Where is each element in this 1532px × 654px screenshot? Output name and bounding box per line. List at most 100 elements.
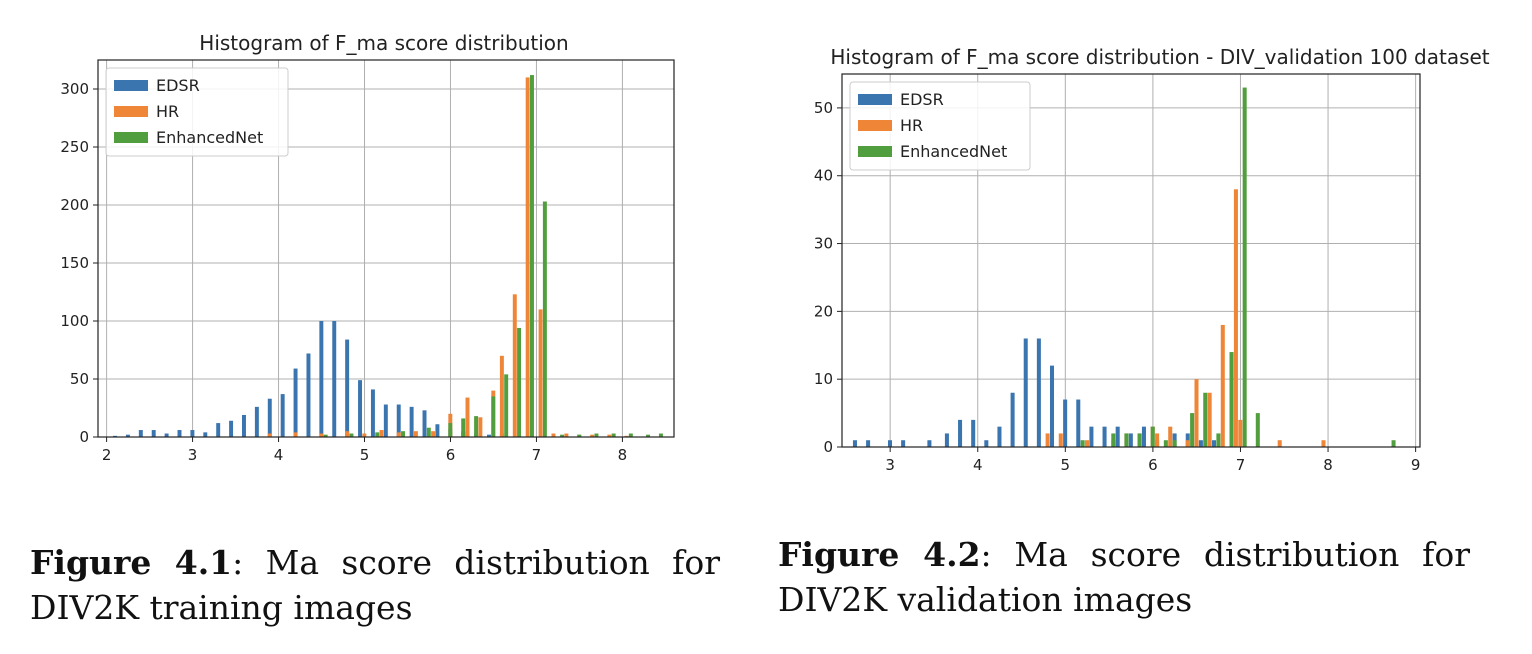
bar-edsr (242, 414, 246, 437)
y-tick-label: 50 (814, 99, 833, 117)
bar-edsr (901, 440, 906, 447)
x-tick-label: 5 (360, 446, 370, 464)
caption-figure-4-1-label: Figure 4.1 (30, 543, 233, 582)
y-tick-label: 0 (823, 438, 833, 456)
bar-edsr (866, 440, 871, 447)
bar-hr (413, 431, 418, 437)
x-tick-label: 2 (102, 446, 112, 464)
caption-figure-4-1-text: : Ma score distribution for DIV2K traini… (30, 543, 720, 627)
bar-hr (1207, 392, 1212, 447)
bar-hr (1220, 324, 1225, 447)
bar-enhancednet (517, 327, 522, 437)
bar-edsr (1023, 338, 1028, 447)
bar-edsr (151, 430, 156, 437)
bar-enhancednet (1137, 433, 1142, 447)
y-tick-label: 0 (79, 428, 89, 446)
legend: EDSR HR EnhancedNet (849, 81, 1031, 171)
bar-edsr (1115, 426, 1120, 447)
bar-hr (1321, 440, 1326, 447)
y-tick-label: 10 (814, 370, 833, 388)
bar-edsr (267, 398, 272, 437)
bar-hr (345, 431, 350, 437)
bar-hr (564, 433, 569, 437)
y-tick-label: 20 (814, 302, 833, 320)
x-tick-label: 3 (188, 446, 198, 464)
x-tick-label: 4 (973, 456, 983, 474)
legend-box (105, 67, 289, 157)
bar-hr (1058, 433, 1063, 447)
legend-swatch-enhancednet (858, 146, 892, 157)
legend-label-edsr: EDSR (900, 90, 944, 109)
bar-hr (1085, 440, 1090, 447)
bar-edsr (958, 419, 963, 447)
bar-hr (267, 433, 272, 437)
bar-hr (551, 433, 556, 437)
bar-edsr (177, 430, 182, 437)
x-tick-label: 7 (1236, 456, 1246, 474)
bar-hr (499, 355, 504, 437)
bar-edsr (293, 368, 298, 437)
histogram-training: Histogram of F_ma score distribution 2 3 4 5… (60, 31, 675, 464)
bar-enhancednet (577, 434, 582, 437)
legend: EDSR HR EnhancedNet (105, 67, 289, 157)
bar-enhancednet (474, 416, 479, 437)
bar-hr (538, 309, 543, 437)
caption-figure-4-2-label: Figure 4.2 (778, 535, 981, 574)
bar-edsr (229, 420, 234, 437)
bar-edsr (887, 440, 893, 447)
bar-hr (478, 417, 483, 437)
bar-edsr (1036, 338, 1041, 447)
bar-hr (1194, 379, 1199, 447)
bar-enhancednet (1203, 392, 1208, 447)
bar-edsr (487, 434, 491, 437)
bar-edsr (396, 404, 401, 437)
y-tick-label: 30 (814, 235, 833, 253)
caption-figure-4-2: Figure 4.2: Ma score distribution for DI… (778, 532, 1470, 622)
bar-enhancednet (1172, 440, 1177, 447)
bar-edsr (1128, 433, 1133, 447)
bar-edsr (944, 433, 949, 447)
bar-hr (293, 432, 298, 437)
bar-hr (1238, 419, 1243, 447)
bar-edsr (1089, 426, 1094, 447)
bar-enhancednet (461, 418, 466, 437)
bar-enhancednet (560, 434, 565, 437)
bar-hr (1045, 433, 1050, 447)
bar-hr (1277, 440, 1282, 447)
bar-hr (590, 434, 595, 437)
bar-enhancednet (349, 433, 354, 437)
bar-enhancednet (1391, 440, 1396, 447)
y-tick-label: 40 (814, 167, 833, 185)
caption-figure-4-2-text: : Ma score distribution for DIV2K valida… (778, 535, 1470, 619)
bar-edsr (435, 424, 440, 437)
y-tick-label: 200 (60, 196, 89, 214)
bar-hr (607, 434, 612, 437)
chart-title: Histogram of F_ma score distribution (199, 31, 568, 55)
y-tick-label: 50 (70, 370, 89, 388)
bar-edsr (319, 321, 324, 437)
bar-enhancednet (1163, 440, 1168, 447)
bar-hr (362, 433, 367, 437)
x-tick-label: 8 (1323, 456, 1333, 474)
legend-label-hr: HR (156, 102, 179, 121)
x-tick-label: 6 (446, 446, 456, 464)
chart-title: Histogram of F_ma score distribution - D… (830, 45, 1489, 69)
bar-edsr (852, 440, 857, 447)
bar-hr (1155, 433, 1160, 447)
bar-enhancednet (646, 434, 651, 437)
bar-edsr (1198, 440, 1203, 447)
bar-edsr (1010, 392, 1015, 447)
bar-hr (525, 77, 530, 438)
x-tick-label: 3 (885, 456, 895, 474)
bar-edsr (1076, 399, 1081, 447)
bar-enhancednet (491, 396, 496, 437)
x-tick-label: 4 (274, 446, 284, 464)
x-tick-label: 8 (618, 446, 628, 464)
bar-enhancednet (1111, 433, 1116, 447)
axes-frame (97, 59, 675, 438)
bar-edsr (203, 432, 208, 437)
bar-edsr (1049, 365, 1055, 447)
bar-enhancednet (401, 431, 405, 437)
legend-label-edsr: EDSR (156, 76, 200, 95)
bar-edsr (1063, 399, 1068, 447)
